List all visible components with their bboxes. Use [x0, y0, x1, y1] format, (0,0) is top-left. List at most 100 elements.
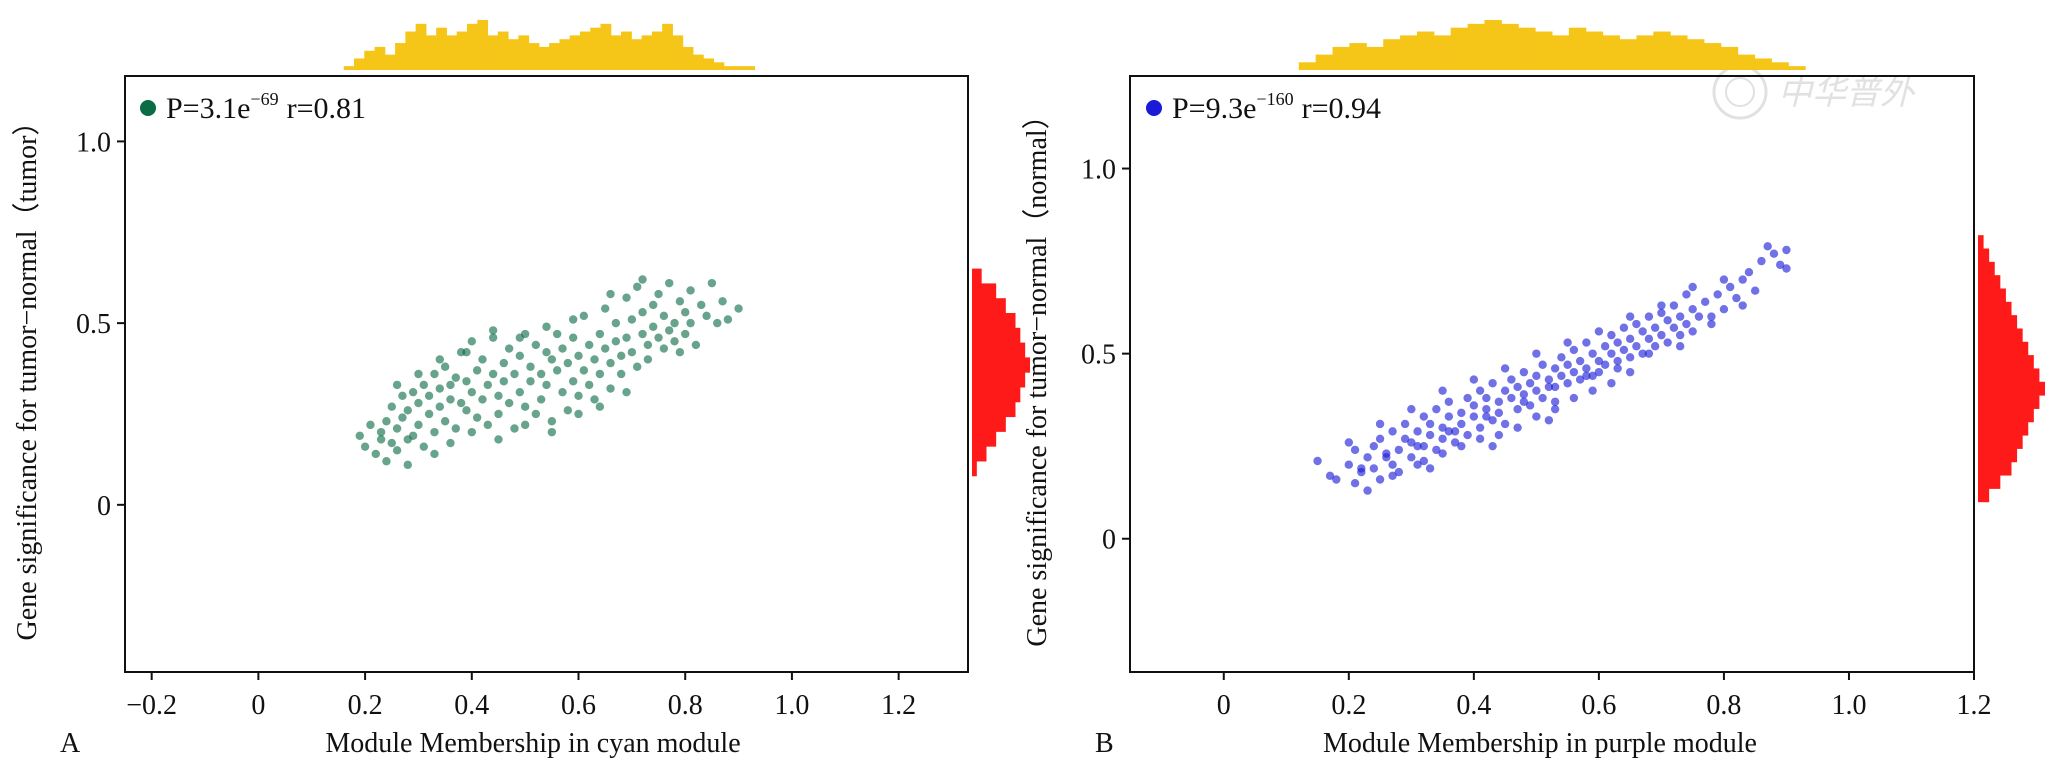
panel-a-data-point [606, 384, 615, 393]
panel-b-r-value: r=0.94 [1302, 92, 1381, 125]
panel-a-data-point [542, 347, 551, 357]
panel-b: 0 0.2 0.4 0.6 0.8 1.0 1.2 0 0.5 1.0 P=9.3e−160 r=… [1021, 20, 2045, 759]
panel-a-data-point [398, 391, 407, 401]
panel-a-data-point [633, 362, 642, 371]
panel-a-right-histogram-bar [972, 416, 1006, 432]
panel-a-top-histogram-bar [497, 31, 509, 71]
panel-a-data-point [536, 395, 546, 404]
panel-b-data-point [1513, 382, 1522, 392]
panel-b-data-point [1550, 364, 1560, 373]
panel-b-top-histogram-bar [1416, 31, 1435, 71]
panel-b-data-point [1375, 434, 1385, 443]
panel-a-y-tick-label: 0.5 [76, 309, 111, 340]
panel-b-data-point [1782, 245, 1791, 255]
panel-b-data-point [1682, 319, 1691, 329]
panel-a-data-point [488, 326, 498, 335]
panel-a-data-point [579, 311, 589, 321]
panel-b-y-axis: 0 0.5 1.0 [1081, 155, 1130, 556]
panel-a-data-point [446, 380, 455, 390]
panel-b-right-histogram-bar [1978, 421, 2029, 436]
panel-a-data-point [440, 417, 450, 426]
panel-a-data-point [515, 333, 525, 342]
panel-b-data-point [1538, 360, 1547, 369]
panel-a-data-point [681, 329, 690, 339]
panel-b-x-tick-label: 0.4 [1456, 690, 1491, 721]
panel-a-top-histogram-bar [415, 23, 427, 70]
panel-a-data-point [520, 420, 530, 430]
panel-b-top-histogram-bar [1501, 23, 1519, 70]
panel-a-top-histogram-bar [590, 27, 602, 71]
panel-a-top-histogram-bar [518, 35, 530, 70]
panel-b-right-histogram-bar [1978, 368, 2040, 383]
panel-b-top-histogram-bar [1703, 43, 1722, 70]
panel-b-data-point [1357, 464, 1366, 473]
panel-b-data-point [1644, 312, 1654, 321]
panel-a-data-point [584, 340, 594, 350]
panel-b-top-histogram-bar [1400, 35, 1418, 70]
panel-b-data-point [1350, 479, 1360, 488]
panel-a-top-histogram-bar [682, 46, 694, 70]
panel-b-data-point [1463, 393, 1472, 403]
panel-b-data-point [1550, 404, 1560, 414]
panel-b-x-tick-label: 0 [1217, 690, 1231, 721]
panel-b-data-point [1532, 371, 1541, 381]
panel-b-data-point [1413, 460, 1422, 469]
panel-b-top-histogram-bar [1298, 62, 1317, 70]
panel-b-top-histogram-bar [1687, 39, 1705, 70]
panel-b-x-tick-label: 0.2 [1331, 690, 1366, 721]
panel-a-top-histogram-bar [631, 39, 643, 70]
panel-a-right-histogram-bar [972, 268, 982, 284]
panel-b-data-point [1419, 441, 1429, 451]
panel-b-data-point [1438, 423, 1447, 432]
panel-a-data-point [606, 289, 615, 299]
panel-a-x-tick-label: 0.4 [454, 690, 489, 721]
panel-a-top-histogram-bar [528, 43, 540, 70]
panel-a-top-histogram-bar [425, 35, 437, 70]
panel-a-data-point [430, 369, 439, 379]
panel-a-top-histogram-bar [703, 58, 714, 70]
panel-a-top-histogram-bar [477, 20, 489, 70]
panel-b-data-point [1394, 445, 1404, 455]
panel-b-data-point [1663, 338, 1672, 347]
panel-b-data-point [1769, 249, 1779, 258]
panel-b-top-histogram-bar [1585, 31, 1604, 71]
panel-b-points [1313, 242, 1791, 495]
panel-a-data-point [392, 446, 402, 455]
panel-a-top-histogram-bar [456, 31, 468, 71]
panel-a-data-point [366, 420, 375, 430]
panel-b-data-point [1675, 312, 1685, 321]
panel-b-data-point [1700, 297, 1710, 307]
panel-a-data-point [510, 424, 519, 433]
panel-a-data-point [675, 347, 685, 357]
panel-a-data-point [472, 366, 482, 375]
panel-b-data-point [1757, 256, 1766, 266]
panel-a-x-tick-label: 0 [251, 690, 265, 721]
panel-b-data-point [1500, 419, 1510, 429]
panel-a-data-point [531, 409, 541, 419]
panel-a-data-point [622, 333, 631, 342]
panel-a-right-histogram-bar [972, 386, 1021, 403]
panel-b-data-point [1457, 441, 1466, 451]
panel-b-right-histogram-bar [1978, 288, 2006, 303]
panel-a-x-tick-label: 1.0 [774, 690, 809, 721]
panel-b-data-point [1557, 371, 1566, 381]
panel-b-data-point [1638, 349, 1647, 358]
panel-a-data-point [638, 275, 647, 284]
panel-a-data-point [478, 355, 487, 364]
panel-a-top-histogram-bar [384, 54, 396, 70]
panel-b-data-point [1413, 427, 1422, 436]
panel-a-data-point [611, 318, 621, 328]
panel-a-data-point [665, 278, 674, 288]
panel-b-data-point [1738, 275, 1747, 284]
panel-b-data-point [1438, 386, 1447, 395]
panel-b-data-point [1719, 305, 1729, 314]
panel-b-data-point [1613, 338, 1622, 347]
panel-b-data-point [1782, 264, 1791, 273]
panel-a-data-point [547, 355, 557, 364]
panel-b-data-point [1569, 393, 1579, 403]
panel-a-top-histogram-bar [672, 35, 684, 70]
panel-b-data-point [1388, 460, 1397, 469]
panel-a-x-tick-label: −0.2 [126, 690, 177, 721]
panel-a-data-point [376, 435, 386, 444]
panel-b-data-point [1457, 408, 1466, 418]
